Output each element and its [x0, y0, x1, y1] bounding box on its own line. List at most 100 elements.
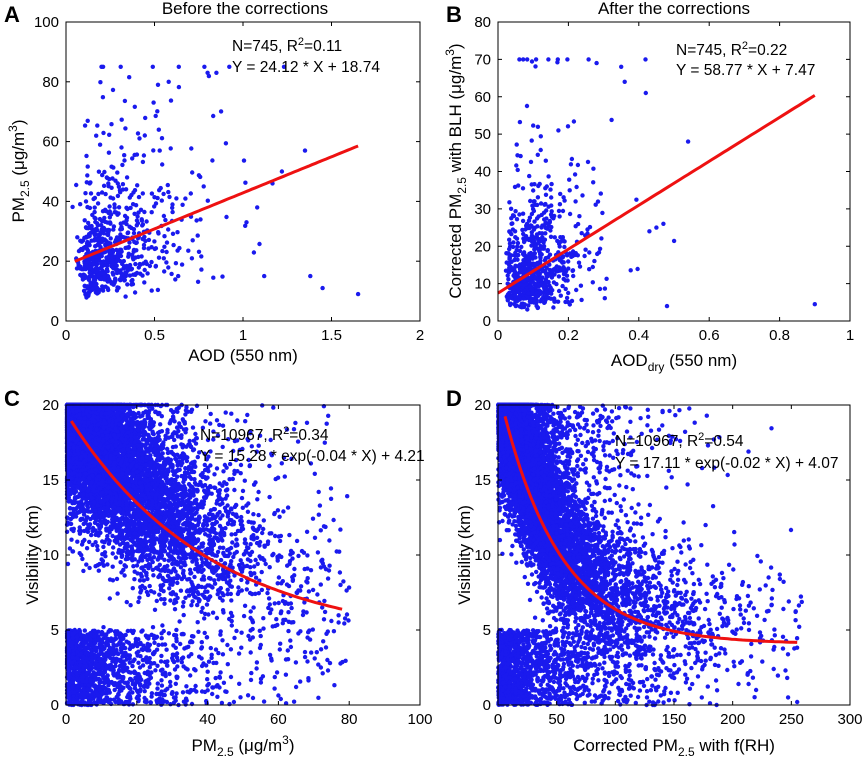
scatter-point — [562, 272, 566, 276]
panel-a-equation: Y = 24.12 * X + 18.74 — [232, 59, 380, 76]
x-tick-label: 1 — [239, 327, 247, 344]
panel-a-ylabel: PM2.5 (μg/m3) — [6, 119, 32, 222]
scatter-point — [167, 195, 171, 199]
scatter-point — [190, 256, 194, 260]
scatter-point — [150, 210, 154, 214]
scatter-point — [211, 114, 215, 118]
scatter-point — [84, 199, 88, 203]
panel-a-title: Before the corrections — [162, 0, 328, 18]
scatter-point — [140, 217, 144, 221]
scatter-point — [579, 284, 583, 288]
scatter-point — [566, 124, 570, 128]
scatter-point — [542, 203, 546, 207]
scatter-point — [106, 286, 110, 290]
scatter-point — [580, 193, 584, 197]
scatter-point — [509, 207, 513, 211]
scatter-point — [162, 256, 166, 260]
scatter-point — [86, 292, 90, 296]
scatter-point — [180, 262, 184, 266]
scatter-point — [194, 218, 198, 222]
scatter-point — [138, 272, 142, 276]
scatter-point — [128, 206, 132, 210]
scatter-point — [567, 178, 571, 182]
scatter-point — [158, 148, 162, 152]
scatter-point — [591, 180, 595, 184]
scatter-point — [93, 220, 97, 224]
scatter-point — [563, 300, 567, 304]
scatter-point — [561, 237, 565, 241]
scatter-point — [136, 255, 140, 259]
scatter-point — [199, 267, 203, 271]
scatter-point — [95, 123, 99, 127]
scatter-point — [220, 274, 224, 278]
scatter-point — [539, 148, 543, 152]
scatter-point — [210, 158, 214, 162]
scatter-point — [135, 183, 139, 187]
scatter-point — [549, 292, 553, 296]
scatter-point — [92, 210, 96, 214]
scatter-point — [579, 298, 583, 302]
scatter-point — [116, 181, 120, 185]
scatter-point — [170, 210, 174, 214]
scatter-point — [303, 148, 307, 152]
scatter-point — [149, 260, 153, 264]
scatter-point — [508, 303, 512, 307]
scatter-point — [252, 250, 256, 254]
scatter-point — [136, 131, 140, 135]
scatter-point — [556, 128, 560, 132]
scatter-point — [544, 193, 548, 197]
scatter-point — [88, 206, 92, 210]
scatter-point — [583, 248, 587, 252]
scatter-point — [102, 170, 106, 174]
scatter-point — [156, 288, 160, 292]
scatter-point — [130, 156, 134, 160]
scatter-point — [517, 212, 521, 216]
scatter-point — [96, 201, 100, 205]
scatter-point — [123, 214, 127, 218]
scatter-point — [119, 250, 123, 254]
scatter-point — [157, 256, 161, 260]
scatter-point — [189, 191, 193, 195]
scatter-point — [243, 181, 247, 185]
scatter-point — [99, 237, 103, 241]
y-tick-label: 60 — [42, 134, 59, 151]
scatter-point — [197, 173, 201, 177]
scatter-point — [603, 286, 607, 290]
scatter-point — [514, 304, 518, 308]
scatter-point — [171, 232, 175, 236]
x-tick-label: 0.5 — [144, 327, 165, 344]
scatter-point — [83, 191, 87, 195]
scatter-point — [555, 239, 559, 243]
scatter-point — [521, 57, 525, 61]
scatter-point — [131, 282, 135, 286]
scatter-point — [100, 284, 104, 288]
scatter-point — [515, 217, 519, 221]
scatter-point — [519, 245, 523, 249]
scatter-point — [80, 240, 84, 244]
scatter-point — [118, 188, 122, 192]
scatter-point — [515, 258, 519, 262]
scatter-point — [539, 134, 543, 138]
scatter-point — [175, 230, 179, 234]
scatter-point — [196, 233, 200, 237]
scatter-point — [152, 204, 156, 208]
scatter-point — [513, 185, 517, 189]
y-tick-label: 0 — [51, 313, 59, 330]
scatter-point — [557, 209, 561, 213]
scatter-point — [109, 281, 113, 285]
scatter-point — [165, 240, 169, 244]
scatter-point — [536, 125, 540, 129]
scatter-point — [112, 224, 116, 228]
scatter-point — [123, 99, 127, 103]
scatter-point — [141, 222, 145, 226]
scatter-point — [578, 264, 582, 268]
scatter-point — [132, 231, 136, 235]
scatter-point — [129, 226, 133, 230]
scatter-point — [161, 192, 165, 196]
scatter-point — [514, 163, 518, 167]
scatter-point — [88, 181, 92, 185]
scatter-point — [102, 184, 106, 188]
scatter-point — [160, 249, 164, 253]
scatter-point — [162, 269, 166, 273]
scatter-point — [564, 287, 568, 291]
